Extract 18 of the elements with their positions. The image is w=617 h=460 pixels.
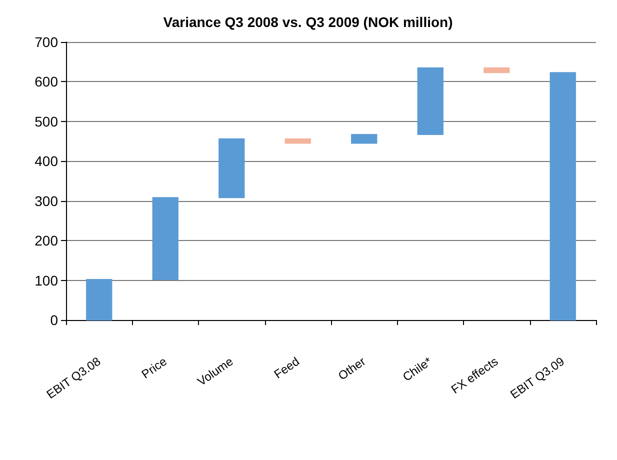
bar	[284, 138, 311, 144]
y-tick-label: 400	[34, 153, 58, 170]
bar	[86, 278, 112, 320]
y-tick-label: 300	[34, 192, 58, 209]
bar	[417, 67, 444, 136]
bar	[550, 72, 576, 320]
bar	[218, 138, 245, 198]
bar	[152, 197, 178, 280]
x-tick-label: Price	[138, 354, 170, 382]
y-tick-label: 200	[34, 232, 58, 249]
chart-title: Variance Q3 2008 vs. Q3 2009 (NOK million)	[163, 14, 453, 30]
y-tick-label: 0	[50, 312, 58, 328]
bar	[351, 134, 378, 144]
bar	[484, 67, 510, 74]
y-tick-label: 500	[34, 113, 58, 130]
y-tick-label: 600	[34, 74, 58, 90]
y-tick-label: 100	[34, 272, 58, 288]
y-tick-label: 700	[34, 34, 58, 50]
